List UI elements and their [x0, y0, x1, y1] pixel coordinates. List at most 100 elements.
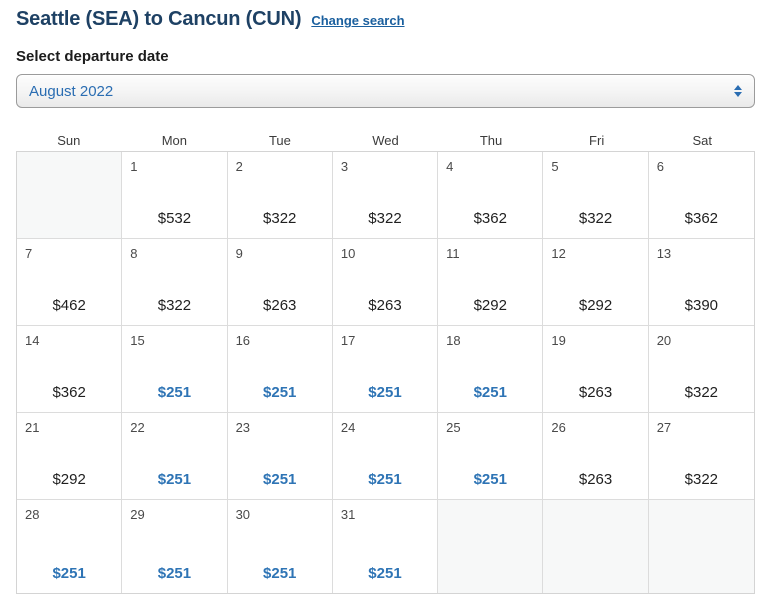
calendar-cell-empty — [648, 500, 754, 593]
day-header-tue: Tue — [268, 133, 291, 148]
calendar-cell-16[interactable]: 16 $251 — [227, 326, 333, 413]
date-number: 26 — [551, 420, 566, 435]
price-label: $251 — [157, 384, 192, 401]
date-number: 31 — [340, 507, 356, 522]
day-header-sat: Sat — [692, 133, 712, 148]
calendar-cell-9[interactable]: 9 $263 — [227, 239, 333, 326]
calendar-cell-22[interactable]: 22 $251 — [122, 413, 228, 500]
calendar-cell-6[interactable]: 6 $362 — [648, 152, 754, 239]
departure-date-label: Select departure date — [16, 48, 169, 65]
date-number: 6 — [656, 159, 664, 174]
calendar-cell-28[interactable]: 28 $251 — [17, 500, 123, 593]
date-number: 23 — [235, 420, 251, 435]
date-number: 12 — [551, 246, 566, 261]
price-label: $263 — [578, 471, 613, 488]
price-label: $532 — [157, 210, 192, 227]
date-number: 28 — [25, 507, 40, 522]
day-header-fri: Fri — [589, 133, 605, 148]
day-header-sun: Sun — [57, 133, 81, 148]
calendar-cell-17[interactable]: 17 $251 — [332, 326, 439, 413]
price-label: $251 — [368, 565, 402, 582]
price-label: $322 — [263, 210, 297, 227]
day-header-thu: Thu — [479, 133, 503, 148]
page-header: Seattle (SEA) to Cancun (CUN) Change sea… — [16, 8, 755, 31]
calendar-cell-15[interactable]: 15 $251 — [122, 326, 228, 413]
calendar-cell-14[interactable]: 14 $362 — [17, 326, 123, 413]
calendar-cell-13[interactable]: 13 $390 — [648, 239, 754, 326]
date-number: 20 — [656, 333, 672, 348]
date-number: 3 — [340, 159, 349, 174]
calendar-cell-4[interactable]: 4 $362 — [438, 152, 544, 239]
calendar-cell-empty — [543, 500, 649, 593]
fare-calendar-page: Seattle (SEA) to Cancun (CUN) Change sea… — [16, 8, 755, 594]
price-label: $251 — [157, 565, 192, 582]
price-label: $251 — [263, 471, 297, 488]
chevron-up-icon — [734, 85, 742, 90]
price-label: $322 — [368, 210, 402, 227]
calendar-cell-31[interactable]: 31 $251 — [332, 500, 439, 593]
page-title: Seattle (SEA) to Cancun (CUN) — [16, 8, 302, 30]
price-label: $362 — [473, 210, 507, 227]
calendar-cell-5[interactable]: 5 $322 — [543, 152, 649, 239]
price-label: $251 — [263, 565, 297, 582]
price-label: $362 — [52, 384, 86, 401]
selected-month-value: August 2022 — [29, 82, 114, 100]
price-label: $251 — [473, 384, 507, 401]
calendar-cell-18[interactable]: 18 $251 — [438, 326, 544, 413]
calendar-cell-1[interactable]: 1 $532 — [122, 152, 228, 239]
calendar-cell-23[interactable]: 23 $251 — [227, 413, 333, 500]
date-number: 8 — [130, 246, 138, 261]
price-label: $251 — [368, 384, 402, 401]
calendar-cell-27[interactable]: 27 $322 — [648, 413, 754, 500]
calendar-cell-8[interactable]: 8 $322 — [122, 239, 228, 326]
day-header-wed: Wed — [372, 133, 399, 148]
price-label: $263 — [368, 297, 402, 314]
calendar-cell-25[interactable]: 25 $251 — [438, 413, 544, 500]
calendar-cell-19[interactable]: 19 $263 — [543, 326, 649, 413]
price-label: $263 — [578, 384, 613, 401]
calendar-cell-30[interactable]: 30 $251 — [227, 500, 333, 593]
date-number: 7 — [25, 246, 33, 261]
price-label: $322 — [578, 210, 613, 227]
calendar-cell-29[interactable]: 29 $251 — [122, 500, 228, 593]
price-label: $390 — [684, 297, 719, 314]
price-label: $292 — [52, 471, 86, 488]
price-label: $322 — [684, 471, 719, 488]
date-number: 21 — [25, 420, 40, 435]
departure-month-select[interactable]: August 2022 — [16, 74, 755, 108]
date-number: 30 — [235, 507, 251, 522]
date-number: 27 — [656, 420, 672, 435]
calendar-cell-11[interactable]: 11 $292 — [438, 239, 544, 326]
date-number: 22 — [130, 420, 145, 435]
calendar-grid: 1 $532 2 $322 3 $322 4 $362 5 $322 6 $362 7 $462 8 $322… — [16, 151, 755, 594]
price-label: $251 — [368, 471, 402, 488]
price-label: $251 — [473, 471, 507, 488]
calendar-cell-20[interactable]: 20 $322 — [648, 326, 754, 413]
change-search-link[interactable]: Change search — [311, 13, 405, 28]
chevron-down-icon — [734, 92, 742, 97]
select-stepper-icon — [734, 85, 742, 97]
price-label: $251 — [263, 384, 297, 401]
price-label: $322 — [157, 297, 192, 314]
calendar-cell-21[interactable]: 21 $292 — [17, 413, 123, 500]
price-label: $362 — [684, 210, 719, 227]
day-header-mon: Mon — [161, 133, 187, 148]
calendar-cell-26[interactable]: 26 $263 — [543, 413, 649, 500]
calendar-cell-empty — [438, 500, 544, 593]
price-label: $251 — [157, 471, 192, 488]
calendar-cell-3[interactable]: 3 $322 — [332, 152, 439, 239]
day-header-row: Sun Mon Tue Wed Thu Fri Sat — [16, 133, 755, 148]
price-label: $251 — [52, 565, 86, 582]
date-number: 5 — [551, 159, 559, 174]
price-label: $322 — [684, 384, 719, 401]
date-number: 17 — [340, 333, 356, 348]
calendar-cell-10[interactable]: 10 $263 — [332, 239, 439, 326]
calendar-cell-2[interactable]: 2 $322 — [227, 152, 333, 239]
calendar-cell-24[interactable]: 24 $251 — [332, 413, 439, 500]
date-number: 11 — [446, 246, 460, 261]
date-number: 19 — [551, 333, 566, 348]
calendar-cell-12[interactable]: 12 $292 — [543, 239, 649, 326]
date-number: 13 — [656, 246, 672, 261]
calendar-cell-7[interactable]: 7 $462 — [17, 239, 123, 326]
price-label: $292 — [473, 297, 507, 314]
